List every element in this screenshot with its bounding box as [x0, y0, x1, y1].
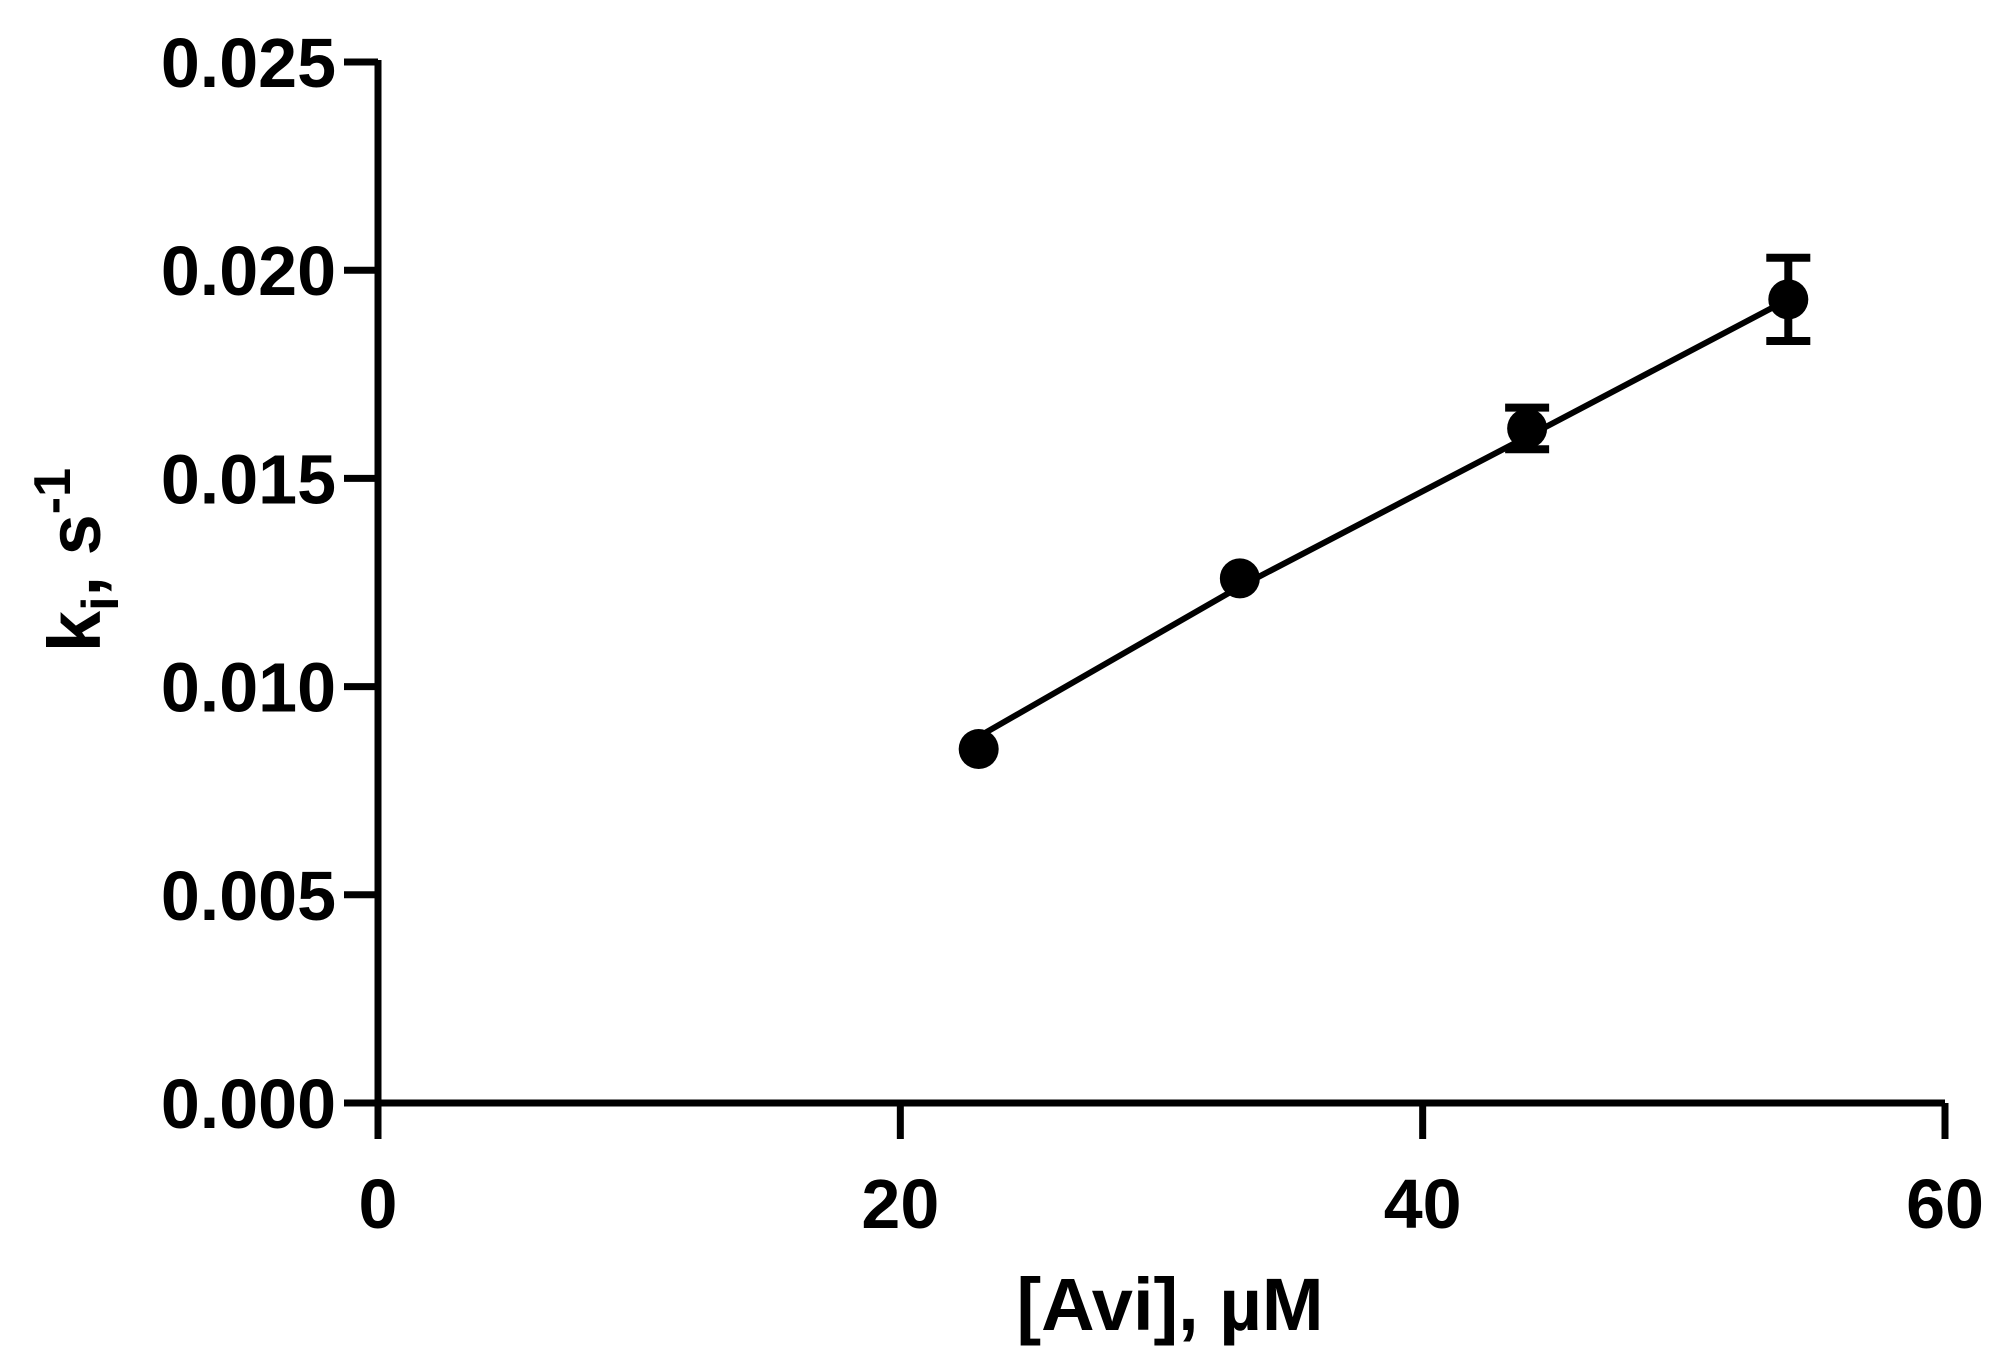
error-bars — [1505, 253, 1811, 454]
y-tick-label: 0.020 — [161, 232, 336, 310]
y-axis-label-rest: , s — [33, 514, 116, 596]
y-axis-label-main: k — [33, 610, 116, 652]
x-tick-label: 40 — [1384, 1165, 1462, 1243]
data-point — [958, 729, 999, 770]
data-points — [958, 279, 1809, 770]
y-axis-label-sup: -1 — [24, 468, 82, 514]
y-tick-label: 0.025 — [161, 24, 336, 102]
axes — [374, 60, 1945, 1107]
y-tick-label: 0.010 — [161, 649, 336, 727]
x-tick-label: 0 — [359, 1165, 398, 1243]
y-axis-label-sub: i — [72, 596, 130, 610]
y-axis-label: ki, s-1 — [24, 468, 130, 652]
y-axis-ticks: 0.000 0.005 0.010 0.015 0.020 0.025 — [161, 24, 378, 1143]
y-tick-label: 0.015 — [161, 440, 336, 518]
y-tick-label: 0.005 — [161, 857, 336, 935]
data-point — [1507, 408, 1548, 449]
x-tick-label: 20 — [861, 1165, 939, 1243]
x-axis-label: [Avi], µM — [1016, 1263, 1323, 1346]
fit-line-group — [977, 296, 1790, 740]
data-point — [1219, 558, 1260, 599]
x-tick-label: 60 — [1906, 1165, 1984, 1243]
data-point — [1768, 279, 1809, 320]
x-axis-ticks: 0 20 40 60 — [359, 1103, 1984, 1243]
y-tick-label: 0.000 — [161, 1065, 336, 1143]
fit-line — [977, 296, 1790, 740]
